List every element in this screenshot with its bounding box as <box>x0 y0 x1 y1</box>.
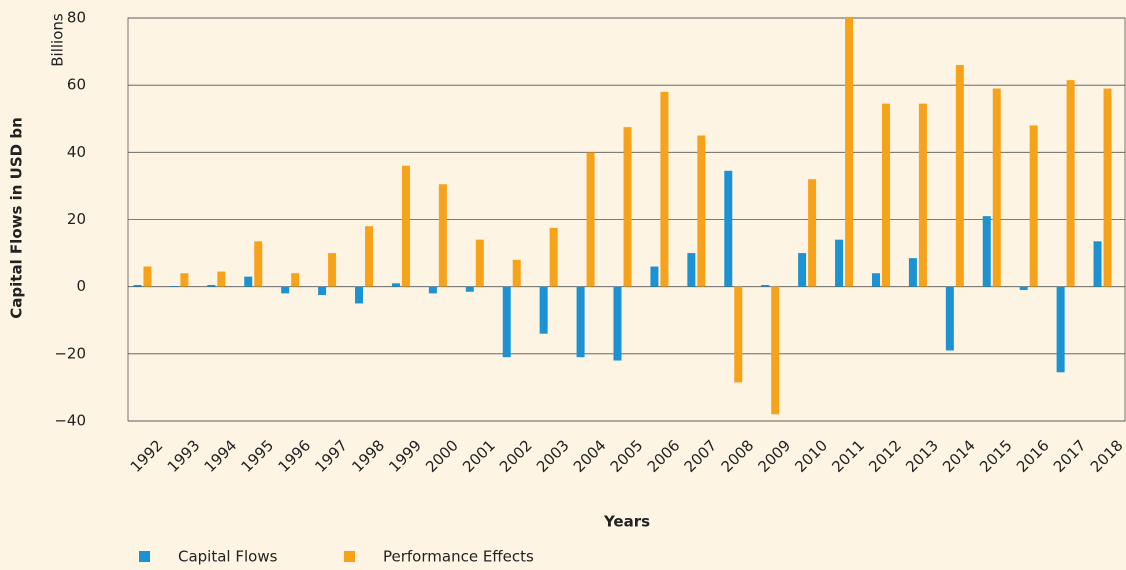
bar <box>291 273 300 287</box>
legend-label: Performance Effects <box>383 548 534 566</box>
bar <box>281 286 290 294</box>
bar <box>1066 80 1075 287</box>
bar <box>428 286 437 294</box>
x-axis-label: Years <box>603 513 650 531</box>
bar <box>502 286 511 358</box>
bar <box>1056 286 1065 373</box>
y-tick-label: 60 <box>67 76 86 94</box>
bar <box>761 284 770 287</box>
bar <box>1103 88 1112 287</box>
bar <box>955 65 964 287</box>
bar <box>170 285 179 287</box>
bar <box>918 103 927 287</box>
bar <box>992 88 1001 287</box>
bar <box>465 286 474 292</box>
bar <box>586 152 595 287</box>
bar <box>365 226 374 287</box>
bar <box>318 286 327 296</box>
y-unit-label: Billions <box>49 13 67 67</box>
bar <box>549 227 558 287</box>
bar <box>355 286 364 304</box>
y-tick-label: −40 <box>54 412 86 430</box>
bar <box>217 271 226 287</box>
y-tick-label: 0 <box>76 277 86 295</box>
bar <box>613 286 622 361</box>
bar <box>908 258 917 287</box>
bar <box>808 179 817 287</box>
bar <box>687 253 696 287</box>
y-tick-label: 20 <box>67 210 86 228</box>
bar <box>328 253 337 287</box>
bar <box>724 170 733 287</box>
legend-swatch <box>139 551 150 562</box>
bar <box>1019 286 1028 291</box>
y-axis-label: Capital Flows in USD bn <box>8 117 26 318</box>
bar <box>391 283 400 287</box>
bar <box>660 91 669 287</box>
bar <box>734 286 743 383</box>
bar <box>881 103 890 287</box>
bar <box>697 135 706 287</box>
bar <box>539 286 548 334</box>
bar <box>143 266 152 287</box>
bar <box>982 216 991 287</box>
y-tick-label: 40 <box>67 143 86 161</box>
y-tick-label: 80 <box>67 9 86 27</box>
bar <box>512 259 521 287</box>
bar <box>623 127 632 287</box>
legend-swatch <box>344 551 355 562</box>
bar <box>401 165 410 287</box>
bar <box>244 276 253 287</box>
bar <box>945 286 954 351</box>
bar <box>771 286 780 415</box>
bar <box>650 266 659 287</box>
bar <box>133 284 142 287</box>
bar <box>475 239 484 287</box>
bar <box>207 284 216 287</box>
bar <box>180 273 189 287</box>
legend-label: Capital Flows <box>178 548 278 566</box>
bar <box>1093 241 1102 287</box>
bar <box>871 273 880 287</box>
bar <box>845 18 854 287</box>
bar <box>798 253 807 287</box>
y-tick-label: −20 <box>54 344 86 362</box>
bar <box>576 286 585 358</box>
bar <box>835 239 844 287</box>
bar <box>1029 125 1038 287</box>
bar <box>438 184 447 287</box>
bar <box>254 241 263 287</box>
